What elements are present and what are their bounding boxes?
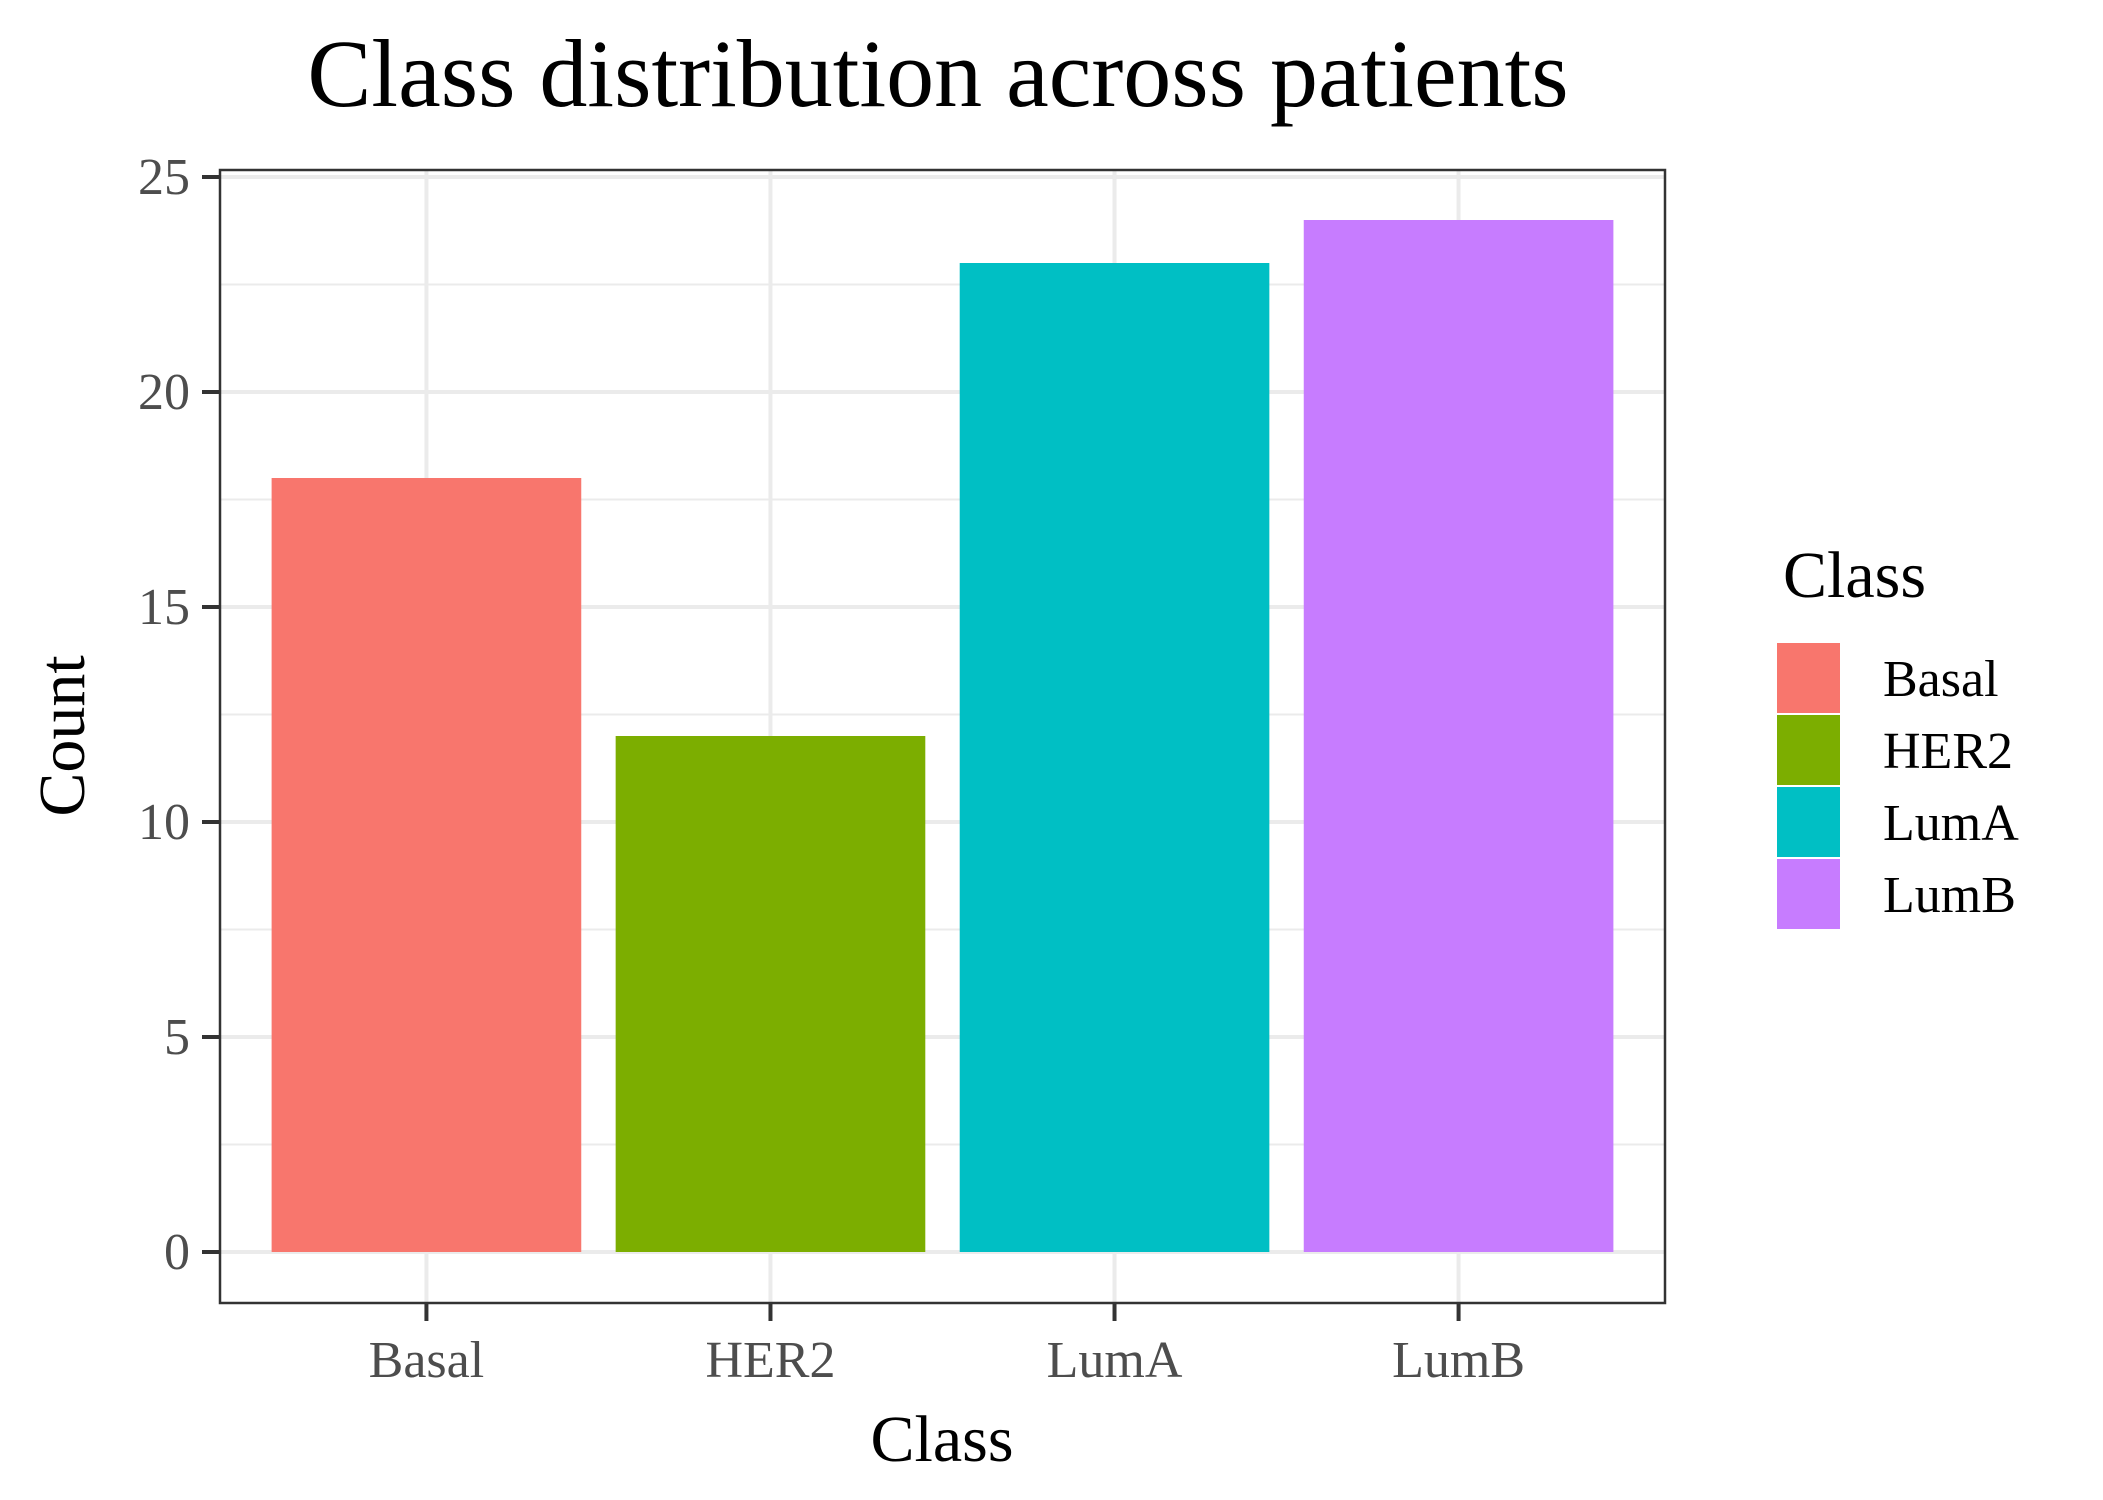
y-tick-label: 10	[138, 794, 190, 851]
bar-luma	[959, 263, 1270, 1252]
chart-title: Class distribution across patients	[307, 20, 1568, 127]
bar-basal	[271, 478, 582, 1252]
legend-label: LumA	[1883, 795, 2019, 852]
x-tick-label: LumB	[1392, 1332, 1525, 1389]
y-tick-label: 25	[138, 149, 190, 206]
y-tick-label: 20	[138, 364, 190, 421]
bars	[271, 220, 1614, 1252]
y-tick-label: 5	[164, 1009, 190, 1066]
legend-items: Basal HER2 LumA LumB	[1777, 643, 2019, 929]
bar-lumb	[1303, 220, 1614, 1252]
legend-key-luma	[1777, 787, 1840, 857]
legend-title: Class	[1783, 539, 1926, 612]
legend-label: Basal	[1883, 651, 1999, 708]
bar-her2	[615, 736, 926, 1252]
x-tick-label: Basal	[369, 1332, 485, 1389]
y-tick-label: 0	[164, 1224, 190, 1281]
legend: Class Basal HER2 LumA LumB	[1777, 539, 2019, 929]
legend-key-basal	[1777, 643, 1840, 713]
x-axis: Basal HER2 LumA LumB	[369, 1303, 1525, 1389]
y-axis-title: Count	[26, 655, 99, 816]
x-tick-label: LumA	[1047, 1332, 1183, 1389]
y-axis: 0 5 10 15 20 25	[138, 149, 220, 1281]
x-axis-title: Class	[870, 1403, 1013, 1476]
plot-border	[218, 168, 1667, 1305]
legend-label: LumB	[1883, 867, 2016, 924]
y-tick-label: 15	[138, 579, 190, 636]
x-tick-label: HER2	[705, 1332, 835, 1389]
legend-key-lumb	[1777, 859, 1840, 929]
legend-label: HER2	[1883, 723, 2013, 780]
legend-key-her2	[1777, 715, 1840, 785]
